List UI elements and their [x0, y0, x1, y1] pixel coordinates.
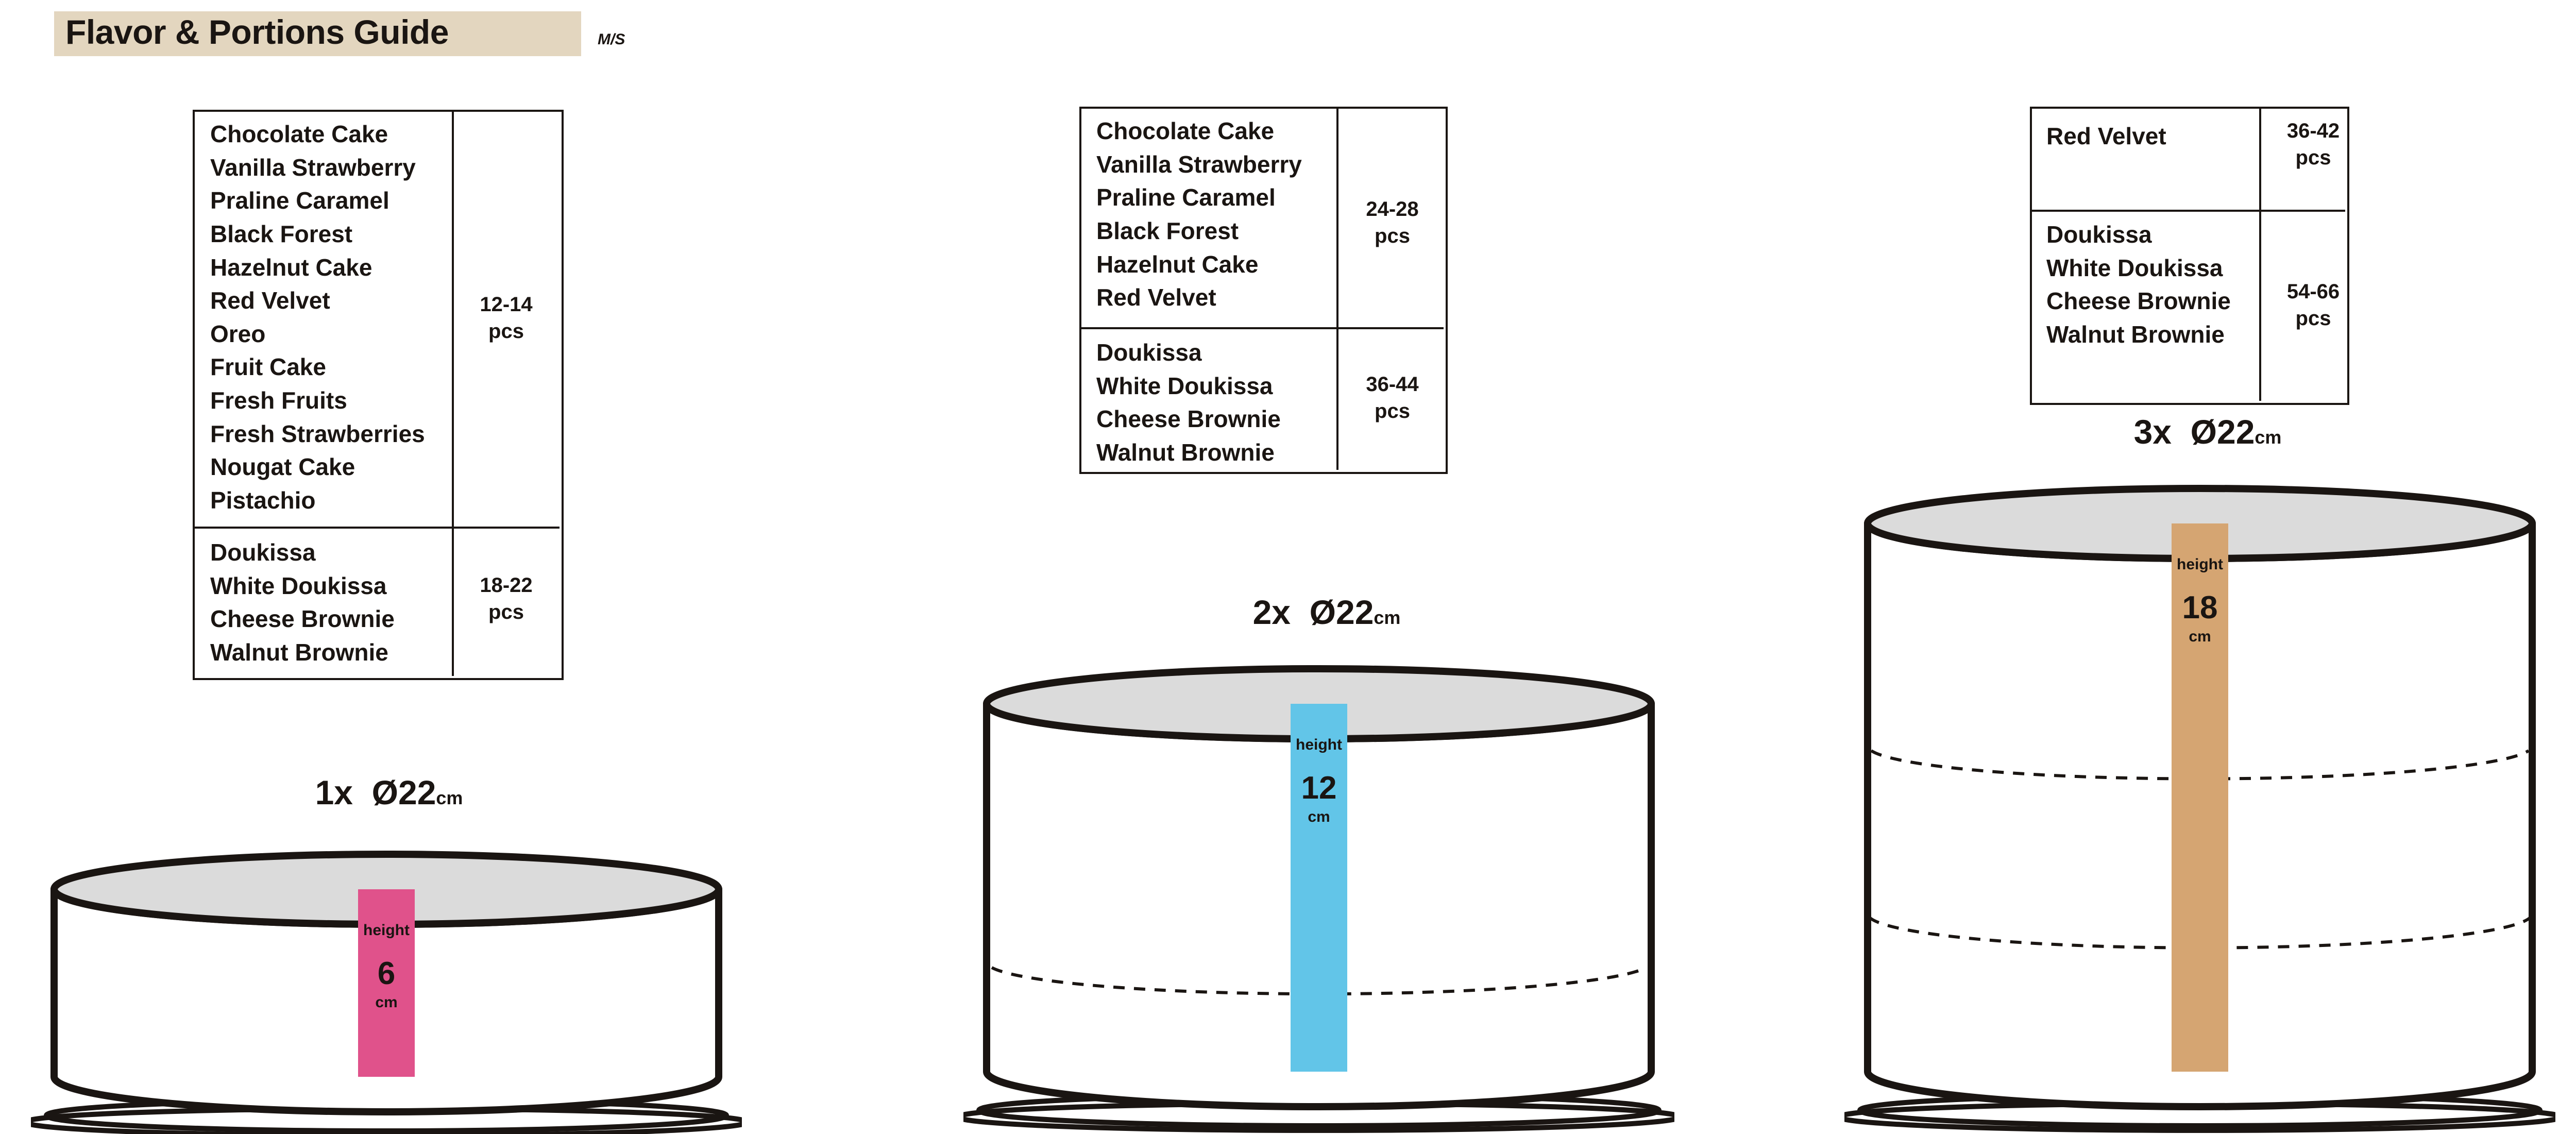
- svg-text:height: height: [2177, 556, 2223, 573]
- svg-text:18: 18: [2182, 590, 2218, 625]
- svg-text:6: 6: [378, 956, 395, 991]
- svg-text:height: height: [1296, 736, 1342, 753]
- svg-text:cm: cm: [1308, 808, 1330, 825]
- svg-text:cm: cm: [2189, 628, 2211, 645]
- svg-text:12: 12: [1301, 770, 1337, 806]
- svg-text:cm: cm: [375, 994, 397, 1011]
- svg-text:height: height: [363, 922, 410, 939]
